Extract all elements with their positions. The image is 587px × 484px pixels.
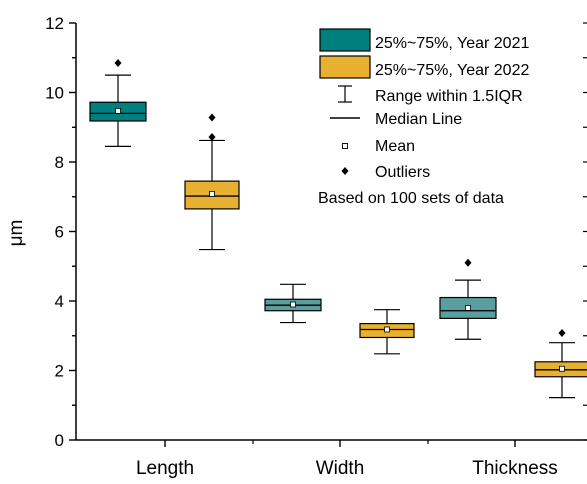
x-tick-label: Width xyxy=(316,458,365,479)
legend-note: Based on 100 sets of data xyxy=(318,190,504,207)
outlier-point xyxy=(558,328,566,337)
mean-marker xyxy=(384,326,390,333)
y-tick-label: 6 xyxy=(55,223,64,242)
plot-area: 0 2 4 6 8 10 12 Length Width Thickness μm xyxy=(6,14,587,479)
legend-label-2022: 25%~75%, Year 2022 xyxy=(375,62,529,79)
legend-swatch-2021 xyxy=(319,28,371,52)
legend-whisker-icon xyxy=(338,85,352,103)
y-tick-label: 12 xyxy=(45,14,64,33)
y-tick-label: 0 xyxy=(55,431,64,450)
legend-label-range: Range within 1.5IQR xyxy=(375,88,523,105)
y-tick-label: 8 xyxy=(55,153,64,172)
y-tick-label: 2 xyxy=(55,362,64,381)
box-25-75-year-2021-width xyxy=(264,283,322,324)
x-tick-label: Length xyxy=(136,458,194,479)
y-tick-label: 10 xyxy=(45,84,64,103)
y-tick-label: 4 xyxy=(55,292,64,311)
legend-label-2021: 25%~75%, Year 2021 xyxy=(375,35,529,52)
outlier-point xyxy=(208,113,216,122)
outlier-point xyxy=(208,132,216,141)
legend-outlier-icon xyxy=(341,167,349,175)
mean-marker xyxy=(465,305,471,311)
y-axis-label: μm xyxy=(6,220,27,247)
x-axis-ticks: Length Width Thickness xyxy=(136,440,558,479)
box-25-75-year-2022-length xyxy=(184,113,240,251)
outlier-point xyxy=(114,58,122,67)
box-series xyxy=(89,58,587,399)
box-25-75-year-2021-length xyxy=(89,58,147,147)
mean-marker xyxy=(290,301,296,308)
mean-marker xyxy=(559,365,565,372)
mean-marker xyxy=(209,191,215,197)
outlier-point xyxy=(464,258,472,267)
y-axis-ticks: 0 2 4 6 8 10 12 xyxy=(45,14,587,450)
legend-label-median: Median Line xyxy=(375,111,462,128)
legend-swatch-2022 xyxy=(319,55,371,79)
legend-label-outliers: Outliers xyxy=(375,164,430,181)
mean-marker xyxy=(115,108,121,114)
box-25-75-year-2022-width xyxy=(359,309,415,355)
legend: 25%~75%, Year 2021 25%~75%, Year 2022 Ra… xyxy=(318,28,529,207)
legend-mean-icon xyxy=(342,143,348,149)
box-25-75-year-2022-thickness xyxy=(534,328,587,399)
x-tick-label: Thickness xyxy=(472,458,558,479)
box-25-75-year-2021-thickness xyxy=(439,258,497,340)
legend-label-mean: Mean xyxy=(375,138,415,155)
